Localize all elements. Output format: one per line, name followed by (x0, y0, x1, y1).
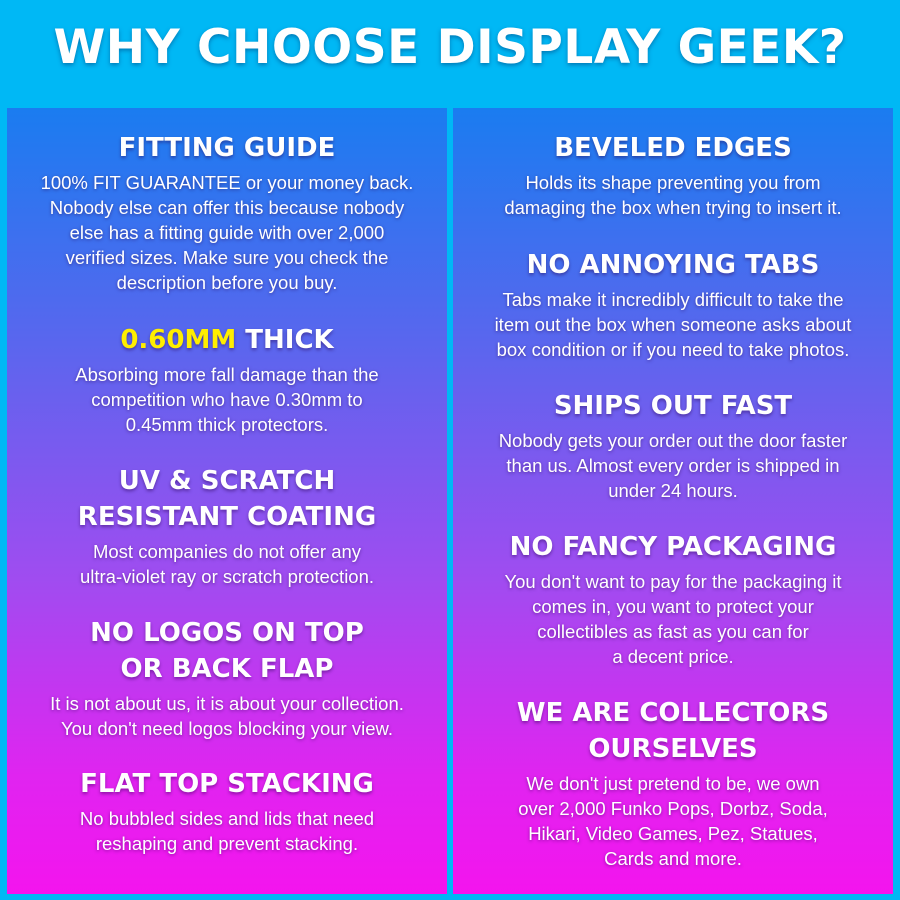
heading-line: BEVELED EDGES (554, 133, 792, 163)
feature-section: UV & SCRATCH RESISTANT COATING Most compan… (7, 463, 447, 589)
feature-description: It is not about us, it is about your col… (7, 691, 447, 741)
heading-line: NO ANNOYING TABS (526, 250, 820, 280)
description-line: Hikari, Video Games, Pez, Statues, (528, 823, 818, 844)
feature-description: Absorbing more fall damage than the compe… (7, 362, 447, 437)
heading-line: WE ARE COLLECTORS (516, 698, 830, 728)
description-line: else has a fitting guide with over 2,000 (69, 222, 385, 243)
heading-highlight: 0.60MM (120, 325, 237, 355)
feature-section: FITTING GUIDE 100% FIT GUARANTEE or your … (7, 130, 447, 295)
description-line: under 24 hours. (608, 480, 738, 501)
description-line: Holds its shape preventing you from (525, 172, 821, 193)
description-line: No bubbled sides and lids that need (79, 808, 375, 829)
heading-line: NO FANCY PACKAGING (509, 532, 837, 562)
description-line: 100% FIT GUARANTEE or your money back. (40, 172, 414, 193)
heading-line: OR BACK FLAP (120, 654, 334, 684)
heading-line: 0.60MM THICK (7, 322, 447, 358)
description-line: It is not about us, it is about your col… (50, 693, 404, 714)
description-line: ultra-violet ray or scratch protection. (79, 566, 375, 587)
feature-description: Tabs make it incredibly difficult to tak… (453, 287, 893, 362)
left-panel: FITTING GUIDE 100% FIT GUARANTEE or your … (7, 108, 447, 894)
heading-text: THICK (245, 325, 334, 355)
description-line: verified sizes. Make sure you check the (65, 247, 389, 268)
feature-section: NO LOGOS ON TOP OR BACK FLAP It is not abo… (7, 615, 447, 741)
description-line: 0.45mm thick protectors. (125, 414, 329, 435)
feature-section: WE ARE COLLECTORS OURSELVES We don't just … (453, 695, 893, 871)
feature-heading: BEVELED EDGES (453, 130, 893, 166)
feature-section: BEVELED EDGES Holds its shape preventing … (453, 130, 893, 220)
description-line: reshaping and prevent stacking. (95, 833, 359, 854)
description-line: We don't just pretend to be, we own (526, 773, 820, 794)
description-line: Cards and more. (604, 848, 742, 869)
feature-section: NO FANCY PACKAGING You don't want to pay … (453, 529, 893, 669)
feature-description: No bubbled sides and lids that need resha… (7, 806, 447, 856)
description-line: box condition or if you need to take pho… (496, 339, 850, 360)
description-line: a decent price. (612, 646, 734, 667)
right-panel: BEVELED EDGES Holds its shape preventing … (453, 108, 893, 894)
feature-description: Nobody gets your order out the door fast… (453, 428, 893, 503)
description-line: comes in, you want to protect your (532, 596, 814, 617)
feature-section: NO ANNOYING TABS Tabs make it incredibly … (453, 247, 893, 362)
description-line: Nobody gets your order out the door fast… (498, 430, 848, 451)
feature-description: Holds its shape preventing you from damag… (453, 170, 893, 220)
heading-line: NO LOGOS ON TOP (90, 618, 364, 648)
feature-heading: WE ARE COLLECTORS OURSELVES (453, 695, 893, 767)
feature-description: 100% FIT GUARANTEE or your money back. No… (7, 170, 447, 295)
feature-description: Most companies do not offer any ultra-vio… (7, 539, 447, 589)
feature-heading: UV & SCRATCH RESISTANT COATING (7, 463, 447, 535)
description-line: damaging the box when trying to insert i… (504, 197, 842, 218)
description-line: Nobody else can offer this because nobod… (49, 197, 405, 218)
page-title: WHY CHOOSE DISPLAY GEEK? (53, 20, 847, 75)
description-line: You don't need logos blocking your view. (61, 718, 393, 739)
description-line: Most companies do not offer any (92, 541, 362, 562)
heading-line: FLAT TOP STACKING (80, 769, 374, 799)
feature-heading: NO FANCY PACKAGING (453, 529, 893, 565)
description-line: than us. Almost every order is shipped i… (506, 455, 840, 476)
description-line: competition who have 0.30mm to (91, 389, 363, 410)
feature-section: SHIPS OUT FAST Nobody gets your order out… (453, 388, 893, 503)
description-line: over 2,000 Funko Pops, Dorbz, Soda, (518, 798, 828, 819)
feature-heading: NO LOGOS ON TOP OR BACK FLAP (7, 615, 447, 687)
description-line: Absorbing more fall damage than the (75, 364, 379, 385)
heading-line: FITTING GUIDE (118, 133, 336, 163)
description-line: collectibles as fast as you can for (537, 621, 809, 642)
feature-heading: 0.60MM THICK (7, 322, 447, 358)
heading-line: UV & SCRATCH (118, 466, 336, 496)
description-line: item out the box when someone asks about (494, 314, 852, 335)
heading-line: RESISTANT COATING (77, 502, 377, 532)
description-line: You don't want to pay for the packaging … (504, 571, 842, 592)
feature-heading: FITTING GUIDE (7, 130, 447, 166)
feature-description: You don't want to pay for the packaging … (453, 569, 893, 669)
heading-line: OURSELVES (588, 734, 758, 764)
feature-section: FLAT TOP STACKING No bubbled sides and li… (7, 766, 447, 856)
heading-line: SHIPS OUT FAST (553, 391, 793, 421)
feature-description: We don't just pretend to be, we own over … (453, 771, 893, 871)
description-line: Tabs make it incredibly difficult to tak… (502, 289, 844, 310)
feature-heading: SHIPS OUT FAST (453, 388, 893, 424)
feature-heading: FLAT TOP STACKING (7, 766, 447, 802)
feature-section: 0.60MM THICK Absorbing more fall damage t… (7, 322, 447, 437)
feature-heading: NO ANNOYING TABS (453, 247, 893, 283)
description-line: description before you buy. (116, 272, 338, 293)
